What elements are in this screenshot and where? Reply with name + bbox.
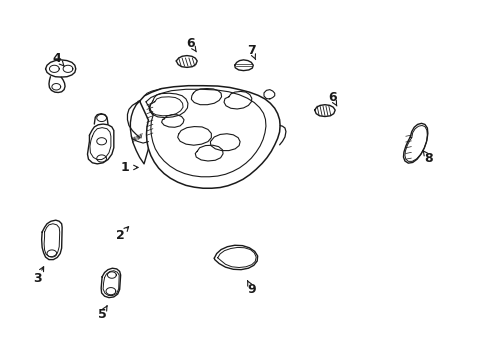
Text: 2: 2	[116, 229, 124, 242]
Text: 3: 3	[33, 272, 41, 285]
Text: 7: 7	[247, 44, 256, 57]
Text: 8: 8	[424, 152, 432, 165]
Text: 6: 6	[186, 37, 195, 50]
Text: 4: 4	[52, 51, 61, 64]
Text: 9: 9	[247, 283, 256, 296]
Text: 6: 6	[327, 91, 336, 104]
Text: 5: 5	[98, 308, 106, 321]
Text: 1: 1	[121, 161, 129, 174]
